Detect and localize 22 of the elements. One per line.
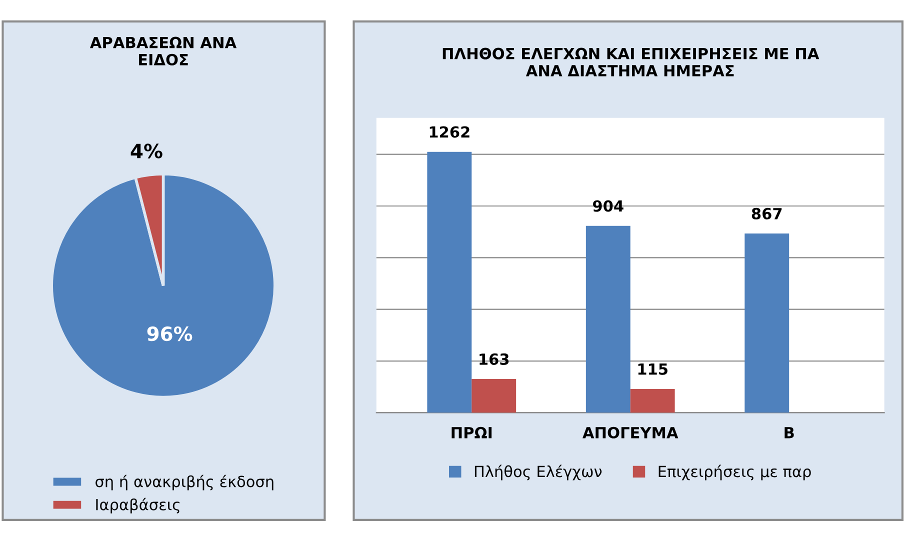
bar [744,233,790,413]
legend-label: Πλήθος Ελέγχων [474,464,602,480]
data-label: 163 [480,353,509,365]
data-label: 96% [147,326,192,342]
pie-slice [50,172,276,399]
data-label: 115 [638,364,668,375]
legend-label: Ιαραβάσεις [96,498,180,514]
x-tick-label: ΠΡΩΙ [452,426,492,438]
bar [630,388,675,413]
data-label: 4% [130,144,162,158]
legend-label: Επιχειρήσεις με παρ [658,464,811,480]
chart-title: ΑΡΑΒΑΣΕΩΝ ΑΝΑ ΕΙΔΟΣ [90,36,237,66]
bar [472,379,516,413]
legend-label: ση ή ανακριβής έκδοση [96,474,274,490]
bar [427,152,472,413]
data-label: 1262 [430,126,470,138]
chart-title: ΠΛΗΘΟΣ ΕΛΕΓΧΩΝ ΚΑΙ ΕΠΙΧΕΙΡΗΣΕΙΣ ΜΕ ΠΑ ΑΝΑ ΔΙΑΣΤΗΜΑ ΗΜΕΡΑΣ [442,48,820,76]
data-label: 867 [752,208,782,220]
bar [586,226,630,413]
data-label: 904 [592,200,624,212]
x-tick-label: Β [784,427,794,438]
x-tick-label: ΑΠΟΓΕΥΜΑ [582,426,678,438]
